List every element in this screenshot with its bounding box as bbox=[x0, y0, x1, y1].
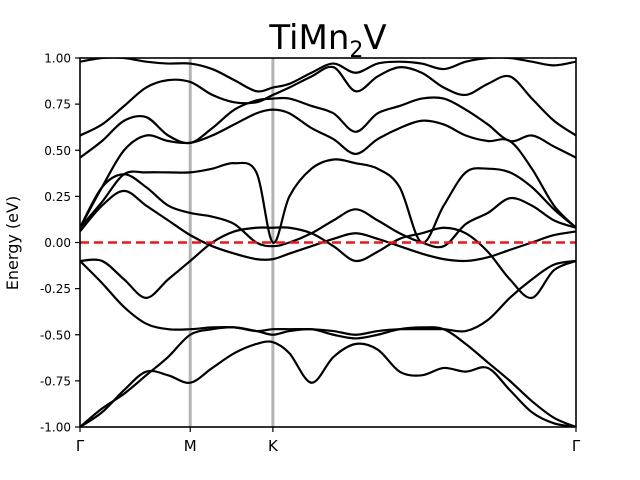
y-tick-label-4: 0.00 bbox=[44, 236, 71, 250]
x-tick-label-2: K bbox=[268, 437, 279, 455]
plot-area: -1.00 -0.75 -0.50 -0.25 0.00 0.25 0.50 0.75 1.00… bbox=[40, 52, 581, 456]
band-line-10 bbox=[80, 58, 576, 93]
x-tick-label-0: Γ bbox=[76, 437, 85, 455]
band-line-9 bbox=[80, 65, 576, 137]
chart-title-subscript: 2 bbox=[349, 38, 363, 63]
band-line-1 bbox=[80, 326, 576, 427]
y-tick-label-2: -0.50 bbox=[40, 328, 71, 342]
y-tick-label-8: 1.00 bbox=[44, 52, 71, 66]
band-line-6 bbox=[80, 158, 576, 244]
band-line-5 bbox=[80, 173, 576, 249]
band-line-0 bbox=[80, 340, 576, 427]
x-tick-label-3: Γ bbox=[572, 437, 581, 455]
chart-title-suffix: V bbox=[363, 18, 386, 58]
y-tick-label-7: 0.75 bbox=[44, 98, 71, 112]
band-line-8 bbox=[80, 96, 576, 159]
band-line-2 bbox=[80, 259, 576, 336]
y-tick-label-3: -0.25 bbox=[40, 282, 71, 296]
chart-title: TiMn2V bbox=[268, 18, 386, 63]
band-line-7 bbox=[80, 108, 576, 229]
y-tick-label-6: 0.50 bbox=[44, 144, 71, 158]
y-tick-label-5: 0.25 bbox=[44, 190, 71, 204]
y-tick-label-0: -1.00 bbox=[40, 421, 71, 435]
y-tick-label-1: -0.75 bbox=[40, 374, 71, 388]
band-line-3 bbox=[80, 226, 576, 299]
y-axis-title: Energy (eV) bbox=[3, 196, 22, 290]
x-tick-label-1: M bbox=[184, 437, 197, 455]
